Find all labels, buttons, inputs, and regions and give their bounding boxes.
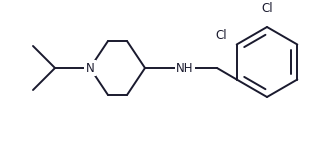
Text: NH: NH	[176, 61, 194, 75]
Text: Cl: Cl	[261, 3, 273, 15]
Text: N: N	[86, 61, 95, 75]
Text: Cl: Cl	[215, 29, 227, 42]
